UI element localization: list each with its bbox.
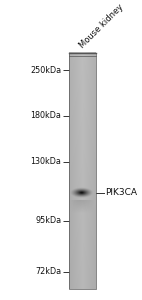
Text: Mouse kidney: Mouse kidney xyxy=(78,3,125,50)
Text: 72kDa: 72kDa xyxy=(35,267,61,276)
Bar xyxy=(69,53,96,289)
Text: 180kDa: 180kDa xyxy=(30,112,61,121)
Text: 250kDa: 250kDa xyxy=(30,66,61,75)
Text: 95kDa: 95kDa xyxy=(35,216,61,225)
Text: PIK3CA: PIK3CA xyxy=(105,188,137,197)
Text: 130kDa: 130kDa xyxy=(30,157,61,166)
